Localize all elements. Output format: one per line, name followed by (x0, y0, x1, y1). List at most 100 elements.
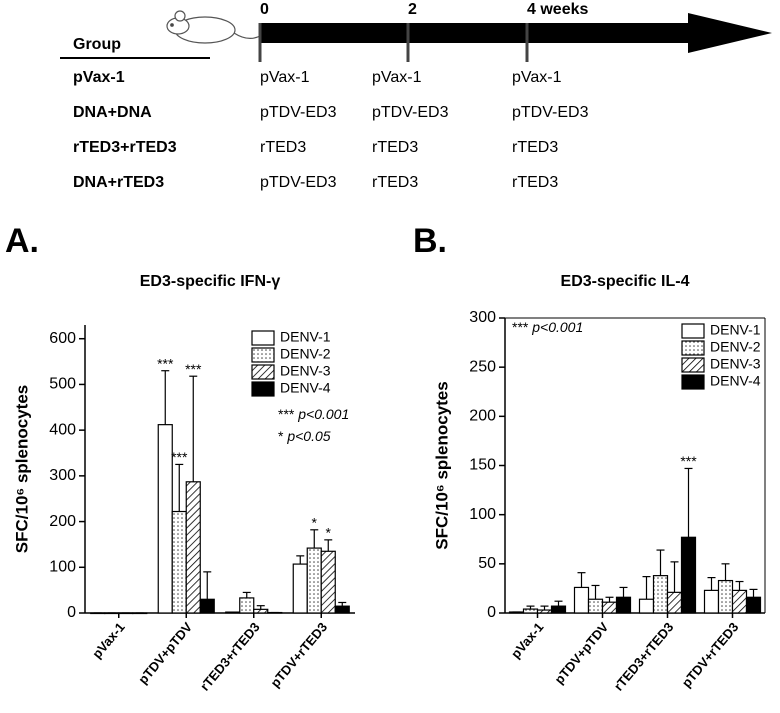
bar (550, 605, 567, 614)
bar (306, 547, 322, 614)
group-header: Group (73, 36, 121, 53)
y-tick-label: 250 (469, 358, 496, 375)
dose: rTED3 (512, 174, 558, 191)
dose: pTDV-ED3 (512, 104, 589, 121)
p-note: * p<0.05 (278, 428, 331, 444)
bar (680, 536, 697, 614)
chart-title: ED3-specific IFN-γ (140, 273, 281, 290)
x-tick-label: pTDV+pTDV (551, 619, 611, 687)
x-tick-label: rTED3+rTED3 (611, 619, 677, 693)
dose: pVax-1 (260, 69, 310, 86)
y-tick-label: 600 (49, 330, 76, 347)
bar (703, 589, 720, 614)
bar (666, 591, 683, 614)
significance-label: * (326, 525, 332, 541)
legend-swatch (681, 340, 705, 356)
group-name: DNA+rTED3 (73, 174, 164, 191)
legend-label: DENV-2 (710, 339, 761, 355)
significance-label: *** (680, 453, 697, 469)
panel-label: B. (413, 222, 447, 260)
legend-swatch (681, 323, 705, 339)
bar (601, 601, 618, 614)
bar (587, 598, 604, 614)
bar (638, 598, 655, 614)
dose: rTED3 (372, 139, 418, 156)
y-axis-label: SFC/10⁶ splenocytes (432, 381, 451, 549)
significance-label: *** (157, 355, 174, 371)
dose: rTED3 (260, 139, 306, 156)
timeline-arrow (260, 13, 772, 53)
legend-label: DENV-4 (710, 373, 761, 389)
bar (320, 550, 336, 614)
legend-swatch (681, 357, 705, 373)
legend-label: DENV-4 (280, 380, 331, 396)
legend-label: DENV-3 (710, 356, 761, 372)
y-tick-label: 300 (49, 467, 76, 484)
y-tick-label: 50 (478, 555, 496, 572)
bar (508, 611, 525, 614)
legend-label: DENV-2 (280, 346, 331, 362)
p-note-text: p<0.001 (531, 319, 583, 335)
bar (90, 612, 106, 615)
y-tick-label: 300 (469, 309, 496, 326)
p-note-stars: *** (512, 319, 529, 335)
bar (104, 612, 120, 615)
legend-swatch (251, 381, 275, 397)
legend-label: DENV-1 (710, 322, 761, 338)
bar (132, 612, 148, 615)
bar (731, 589, 748, 614)
dose: pTDV-ED3 (260, 104, 337, 121)
y-tick-label: 200 (49, 513, 76, 530)
p-note: *** p<0.001 (512, 319, 583, 335)
legend-swatch (251, 364, 275, 380)
timepoint-label: 4 weeks (527, 1, 588, 18)
bar (334, 605, 350, 614)
panel-label: A. (5, 222, 39, 260)
significance-label: * (312, 515, 318, 531)
bar (199, 598, 215, 614)
y-tick-label: 200 (469, 408, 496, 425)
legend-label: DENV-1 (280, 329, 331, 345)
y-axis-label: SFC/10⁶ splenocytes (12, 385, 31, 553)
bar (118, 612, 134, 615)
bar (536, 609, 553, 614)
x-tick-label: pVax-1 (508, 619, 546, 661)
bar (573, 586, 590, 614)
dose: pVax-1 (512, 69, 562, 86)
legend-swatch (251, 330, 275, 346)
significance-label: *** (171, 449, 188, 465)
y-tick-label: 0 (487, 604, 496, 621)
legend-swatch (251, 347, 275, 363)
x-tick-label: pTDV+rTED3 (267, 619, 330, 690)
bar (717, 579, 734, 614)
x-tick-label: pVax-1 (89, 619, 127, 661)
dose: pTDV-ED3 (372, 104, 449, 121)
x-tick-label: rTED3+rTED3 (197, 619, 263, 693)
dose: rTED3 (512, 139, 558, 156)
p-note-stars: *** (278, 406, 295, 422)
y-tick-label: 0 (67, 604, 76, 621)
bar (239, 597, 255, 614)
bar (615, 596, 632, 614)
legend-label: DENV-3 (280, 363, 331, 379)
dose: pTDV-ED3 (260, 174, 337, 191)
bar (292, 563, 308, 614)
y-tick-label: 100 (49, 559, 76, 576)
x-tick-label: pTDV+rTED3 (679, 619, 742, 690)
bar (225, 611, 241, 614)
legend-swatch (681, 374, 705, 390)
mouse-icon (166, 10, 261, 44)
bar (522, 608, 539, 614)
chart-title: ED3-specific IL-4 (561, 273, 690, 290)
bar (171, 510, 187, 614)
y-tick-label: 500 (49, 376, 76, 393)
group-name: pVax-1 (73, 69, 125, 86)
y-tick-label: 100 (469, 506, 496, 523)
dose: pVax-1 (372, 69, 422, 86)
bar (185, 481, 201, 614)
dose: rTED3 (372, 174, 418, 191)
p-note-text: p<0.05 (286, 428, 330, 444)
y-tick-label: 400 (49, 421, 76, 438)
p-note-text: p<0.001 (297, 406, 349, 422)
